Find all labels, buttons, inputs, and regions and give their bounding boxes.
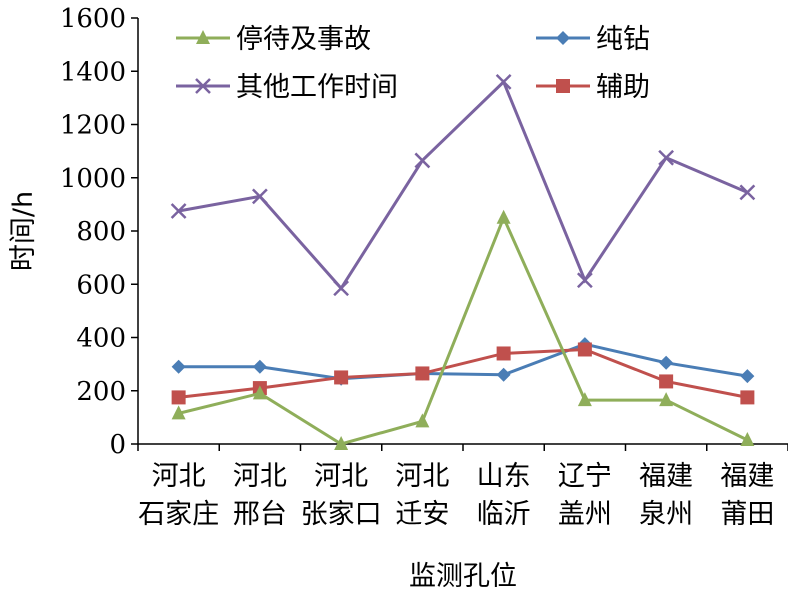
data-point: [658, 149, 675, 166]
y-tick-label: 1200: [60, 111, 126, 141]
y-axis-title: 时间/h: [8, 191, 39, 271]
y-tick-label: 400: [76, 324, 126, 354]
y-tick-label: 0: [109, 430, 126, 460]
legend-item: 停待及事故: [176, 24, 371, 55]
legend-label: 停待及事故: [236, 24, 371, 55]
data-point: [659, 374, 674, 389]
data-point: [334, 370, 349, 385]
x-tick-label: 河北: [152, 461, 206, 492]
x-tick-label: 迁安: [395, 499, 449, 530]
legend-marker: [196, 30, 210, 44]
legend-label: 纯钻: [596, 24, 650, 55]
legend-label: 辅助: [596, 72, 650, 103]
data-point: [576, 272, 593, 289]
x-tick-label: 辽宁: [558, 461, 612, 492]
data-point: [740, 369, 755, 384]
data-point: [170, 203, 187, 219]
x-tick-label: 河北: [314, 461, 368, 492]
series-line: [178, 347, 748, 399]
x-tick-label: 山东: [477, 461, 531, 492]
data-point: [740, 390, 755, 405]
y-tick-label: 1400: [60, 57, 126, 87]
legend-label: 其他工作时间: [236, 72, 398, 103]
data-point: [577, 342, 592, 357]
legend-item: 纯钻: [536, 24, 650, 55]
y-tick-label: 800: [76, 217, 126, 247]
data-point: [334, 436, 349, 450]
x-tick-label: 莆田: [720, 499, 774, 530]
data-point: [414, 152, 431, 169]
data-point: [739, 184, 756, 201]
y-tick-label: 1600: [60, 4, 126, 34]
x-tick-label: 石家庄: [138, 499, 219, 530]
data-point: [252, 359, 267, 374]
series-2: [170, 74, 756, 297]
series-line: [178, 79, 748, 291]
x-tick-label: 临沂: [477, 499, 531, 530]
data-point: [171, 405, 186, 420]
legend-marker: [556, 31, 570, 45]
legend-item: 辅助: [536, 72, 650, 103]
data-point: [171, 359, 186, 374]
data-point: [496, 367, 511, 382]
series-line: [178, 213, 749, 446]
data-point: [495, 74, 512, 90]
x-tick-label: 福建: [639, 461, 693, 492]
legend-item: 其他工作时间: [176, 72, 398, 103]
data-point: [659, 355, 674, 370]
x-axis-title: 监测孔位: [409, 561, 517, 592]
x-tick-label: 福建: [720, 461, 774, 492]
series-layer: [170, 74, 756, 450]
x-tick-label: 盖州: [558, 499, 612, 530]
x-tick-label: 邢台: [233, 499, 287, 530]
data-point: [333, 280, 350, 297]
x-tick-label: 泉州: [639, 499, 693, 530]
data-point: [740, 432, 755, 447]
x-tick-label: 张家口: [301, 499, 382, 530]
data-point: [415, 413, 430, 428]
data-point: [252, 385, 267, 400]
legend-marker: [556, 79, 570, 93]
series-line: [178, 342, 748, 381]
y-tick-label: 200: [76, 377, 126, 407]
data-point: [251, 188, 268, 205]
x-tick-label: 河北: [395, 461, 449, 492]
data-point: [496, 209, 511, 224]
data-point: [577, 392, 592, 407]
series-0: [171, 209, 755, 450]
y-tick-label: 600: [76, 270, 126, 300]
data-point: [171, 390, 186, 405]
data-point: [659, 392, 674, 407]
data-point: [415, 366, 430, 381]
y-tick-label: 1000: [60, 164, 126, 194]
y-axis-ticks: 0 200 400 600 800 1000 1200 1400 1600: [60, 4, 138, 460]
data-point: [496, 346, 511, 361]
series-3: [171, 342, 755, 405]
x-tick-label: 河北: [233, 461, 287, 492]
legend-marker: [195, 78, 211, 94]
